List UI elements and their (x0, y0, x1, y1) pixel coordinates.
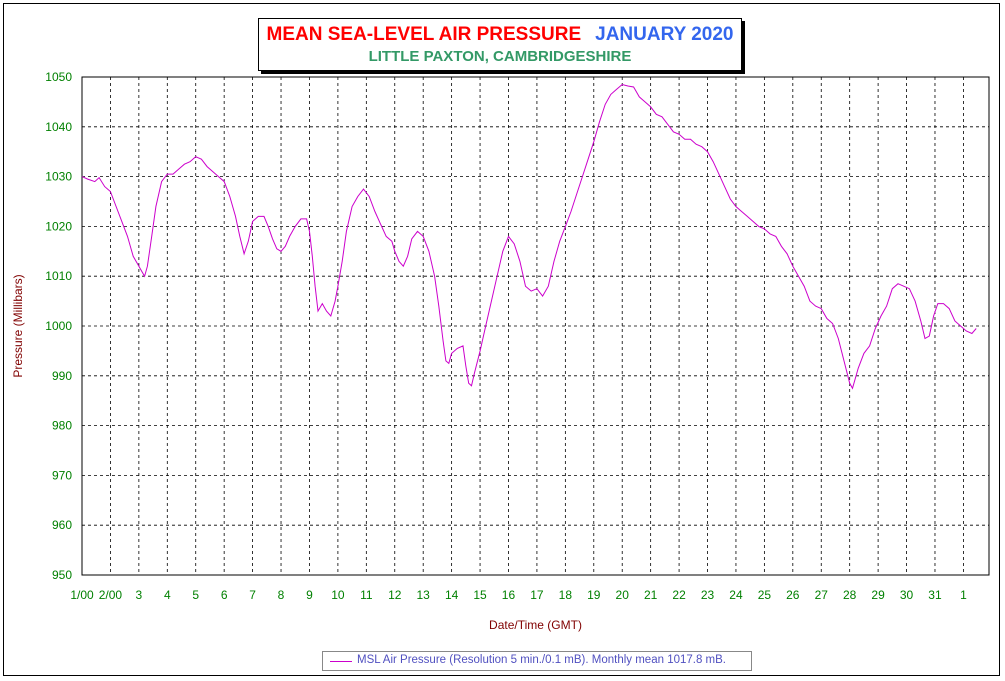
x-tick-label: 5 (192, 588, 199, 602)
x-tick-label: 17 (530, 588, 544, 602)
y-tick-label: 1040 (45, 120, 72, 134)
x-tick-label: 21 (644, 588, 658, 602)
plot-area-border (81, 76, 990, 576)
x-tick-label: 12 (388, 588, 402, 602)
y-tick-label: 950 (52, 568, 72, 582)
x-tick-label: 9 (306, 588, 313, 602)
x-tick-label: 18 (559, 588, 573, 602)
x-tick-label: 22 (672, 588, 686, 602)
x-tick-label: 10 (331, 588, 345, 602)
chart-title-date: JANUARY 2020 (595, 24, 734, 45)
y-tick-label: 990 (52, 369, 72, 383)
x-tick-label: 2/00 (99, 588, 123, 602)
y-tick-label: 1010 (45, 269, 72, 283)
x-tick-label: 13 (417, 588, 431, 602)
pressure-series-line (81, 83, 977, 390)
y-tick-label: 970 (52, 468, 72, 482)
x-tick-label: 4 (164, 588, 171, 602)
x-tick-label: 26 (786, 588, 800, 602)
y-axis-label: Pressure (Millibars) (11, 274, 25, 377)
chart-title: MEAN SEA-LEVEL AIR PRESSURE (266, 24, 582, 45)
title-box: MEAN SEA-LEVEL AIR PRESSURE JANUARY 2020 … (258, 18, 742, 71)
tick-label-layer: 9509609709809901000101010201030104010501… (45, 70, 967, 602)
y-tick-label: 1050 (45, 70, 72, 84)
x-tick-label: 25 (758, 588, 772, 602)
x-tick-label: 7 (249, 588, 256, 602)
x-tick-label: 8 (278, 588, 285, 602)
x-tick-label: 1 (960, 588, 967, 602)
x-tick-label: 3 (136, 588, 143, 602)
x-tick-label: 24 (729, 588, 743, 602)
x-tick-label: 31 (928, 588, 942, 602)
chart-frame (3, 3, 1000, 676)
y-tick-label: 1030 (45, 170, 72, 184)
x-tick-label: 23 (701, 588, 715, 602)
legend: MSL Air Pressure (Resolution 5 min./0.1 … (322, 651, 752, 671)
y-tick-label: 1020 (45, 219, 72, 233)
chart-subtitle: LITTLE PAXTON, CAMBRIDGESHIRE (368, 48, 632, 65)
x-tick-label: 6 (221, 588, 228, 602)
x-tick-label: 20 (616, 588, 630, 602)
x-tick-label: 19 (587, 588, 601, 602)
x-tick-label: 27 (815, 588, 829, 602)
legend-swatch (330, 661, 352, 662)
title-line: MEAN SEA-LEVEL AIR PRESSURE JANUARY 2020 (259, 24, 741, 46)
x-tick-label: 28 (843, 588, 857, 602)
x-tick-label: 16 (502, 588, 516, 602)
x-tick-label: 29 (871, 588, 885, 602)
grid-layer (82, 77, 989, 575)
x-tick-label: 11 (360, 588, 373, 602)
legend-entry: MSL Air Pressure (Resolution 5 min./0.1 … (357, 654, 727, 666)
y-tick-label: 1000 (45, 319, 72, 333)
y-tick-label: 980 (52, 419, 72, 433)
y-tick-label: 960 (52, 518, 72, 532)
x-axis-label: Date/Time (GMT) (489, 618, 582, 632)
x-tick-label: 15 (473, 588, 487, 602)
x-tick-label: 30 (900, 588, 914, 602)
x-tick-label: 14 (445, 588, 459, 602)
x-tick-label: 1/00 (70, 588, 94, 602)
